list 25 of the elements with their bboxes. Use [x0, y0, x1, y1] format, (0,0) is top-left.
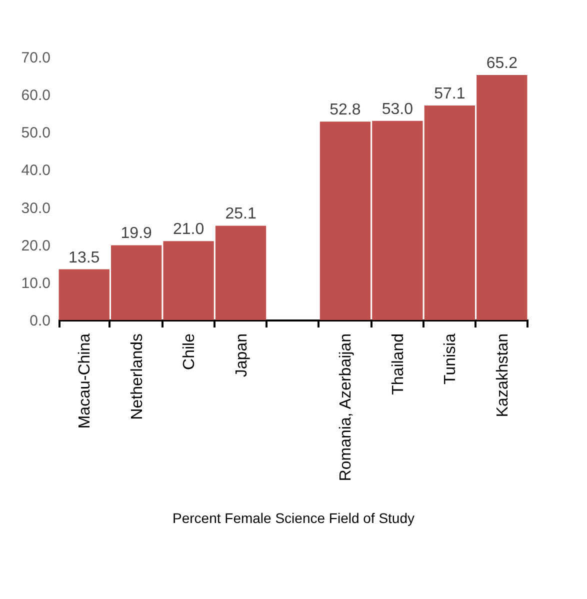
- y-tick-label: 30.0: [21, 200, 50, 217]
- x-tick-label: Tunisia: [442, 333, 460, 384]
- y-tick-label: 0.0: [30, 312, 50, 330]
- x-tick-label: Macau-China: [76, 333, 94, 429]
- data-label: 25.1: [225, 206, 256, 223]
- data-label: 53.0: [382, 100, 414, 118]
- y-tick-label: 40.0: [21, 162, 50, 180]
- data-label: 21.0: [172, 221, 204, 238]
- x-tick-label: Kazakhstan: [494, 334, 512, 418]
- y-tick-label: 10.0: [21, 274, 50, 292]
- data-label: 52.8: [330, 102, 361, 119]
- data-label: 13.5: [68, 249, 100, 266]
- x-tick-label: Thailand: [390, 334, 407, 395]
- data-label: 65.2: [486, 55, 518, 72]
- y-tick-label: 20.0: [21, 237, 50, 254]
- data-label: 57.1: [434, 85, 466, 102]
- x-tick-label: Chile: [181, 333, 198, 370]
- y-tick-label: 60.0: [21, 87, 50, 104]
- y-tick-label: 70.0: [21, 50, 50, 66]
- x-axis-title: Percent Female Science Field of Study: [172, 510, 415, 526]
- x-tick-label: Romania, Azerbaijan: [338, 334, 355, 482]
- data-label: 19.9: [120, 225, 152, 242]
- y-tick-label: 50.0: [21, 124, 50, 142]
- x-tick-label: Netherlands: [128, 334, 146, 420]
- x-tick-label: Japan: [233, 334, 250, 378]
